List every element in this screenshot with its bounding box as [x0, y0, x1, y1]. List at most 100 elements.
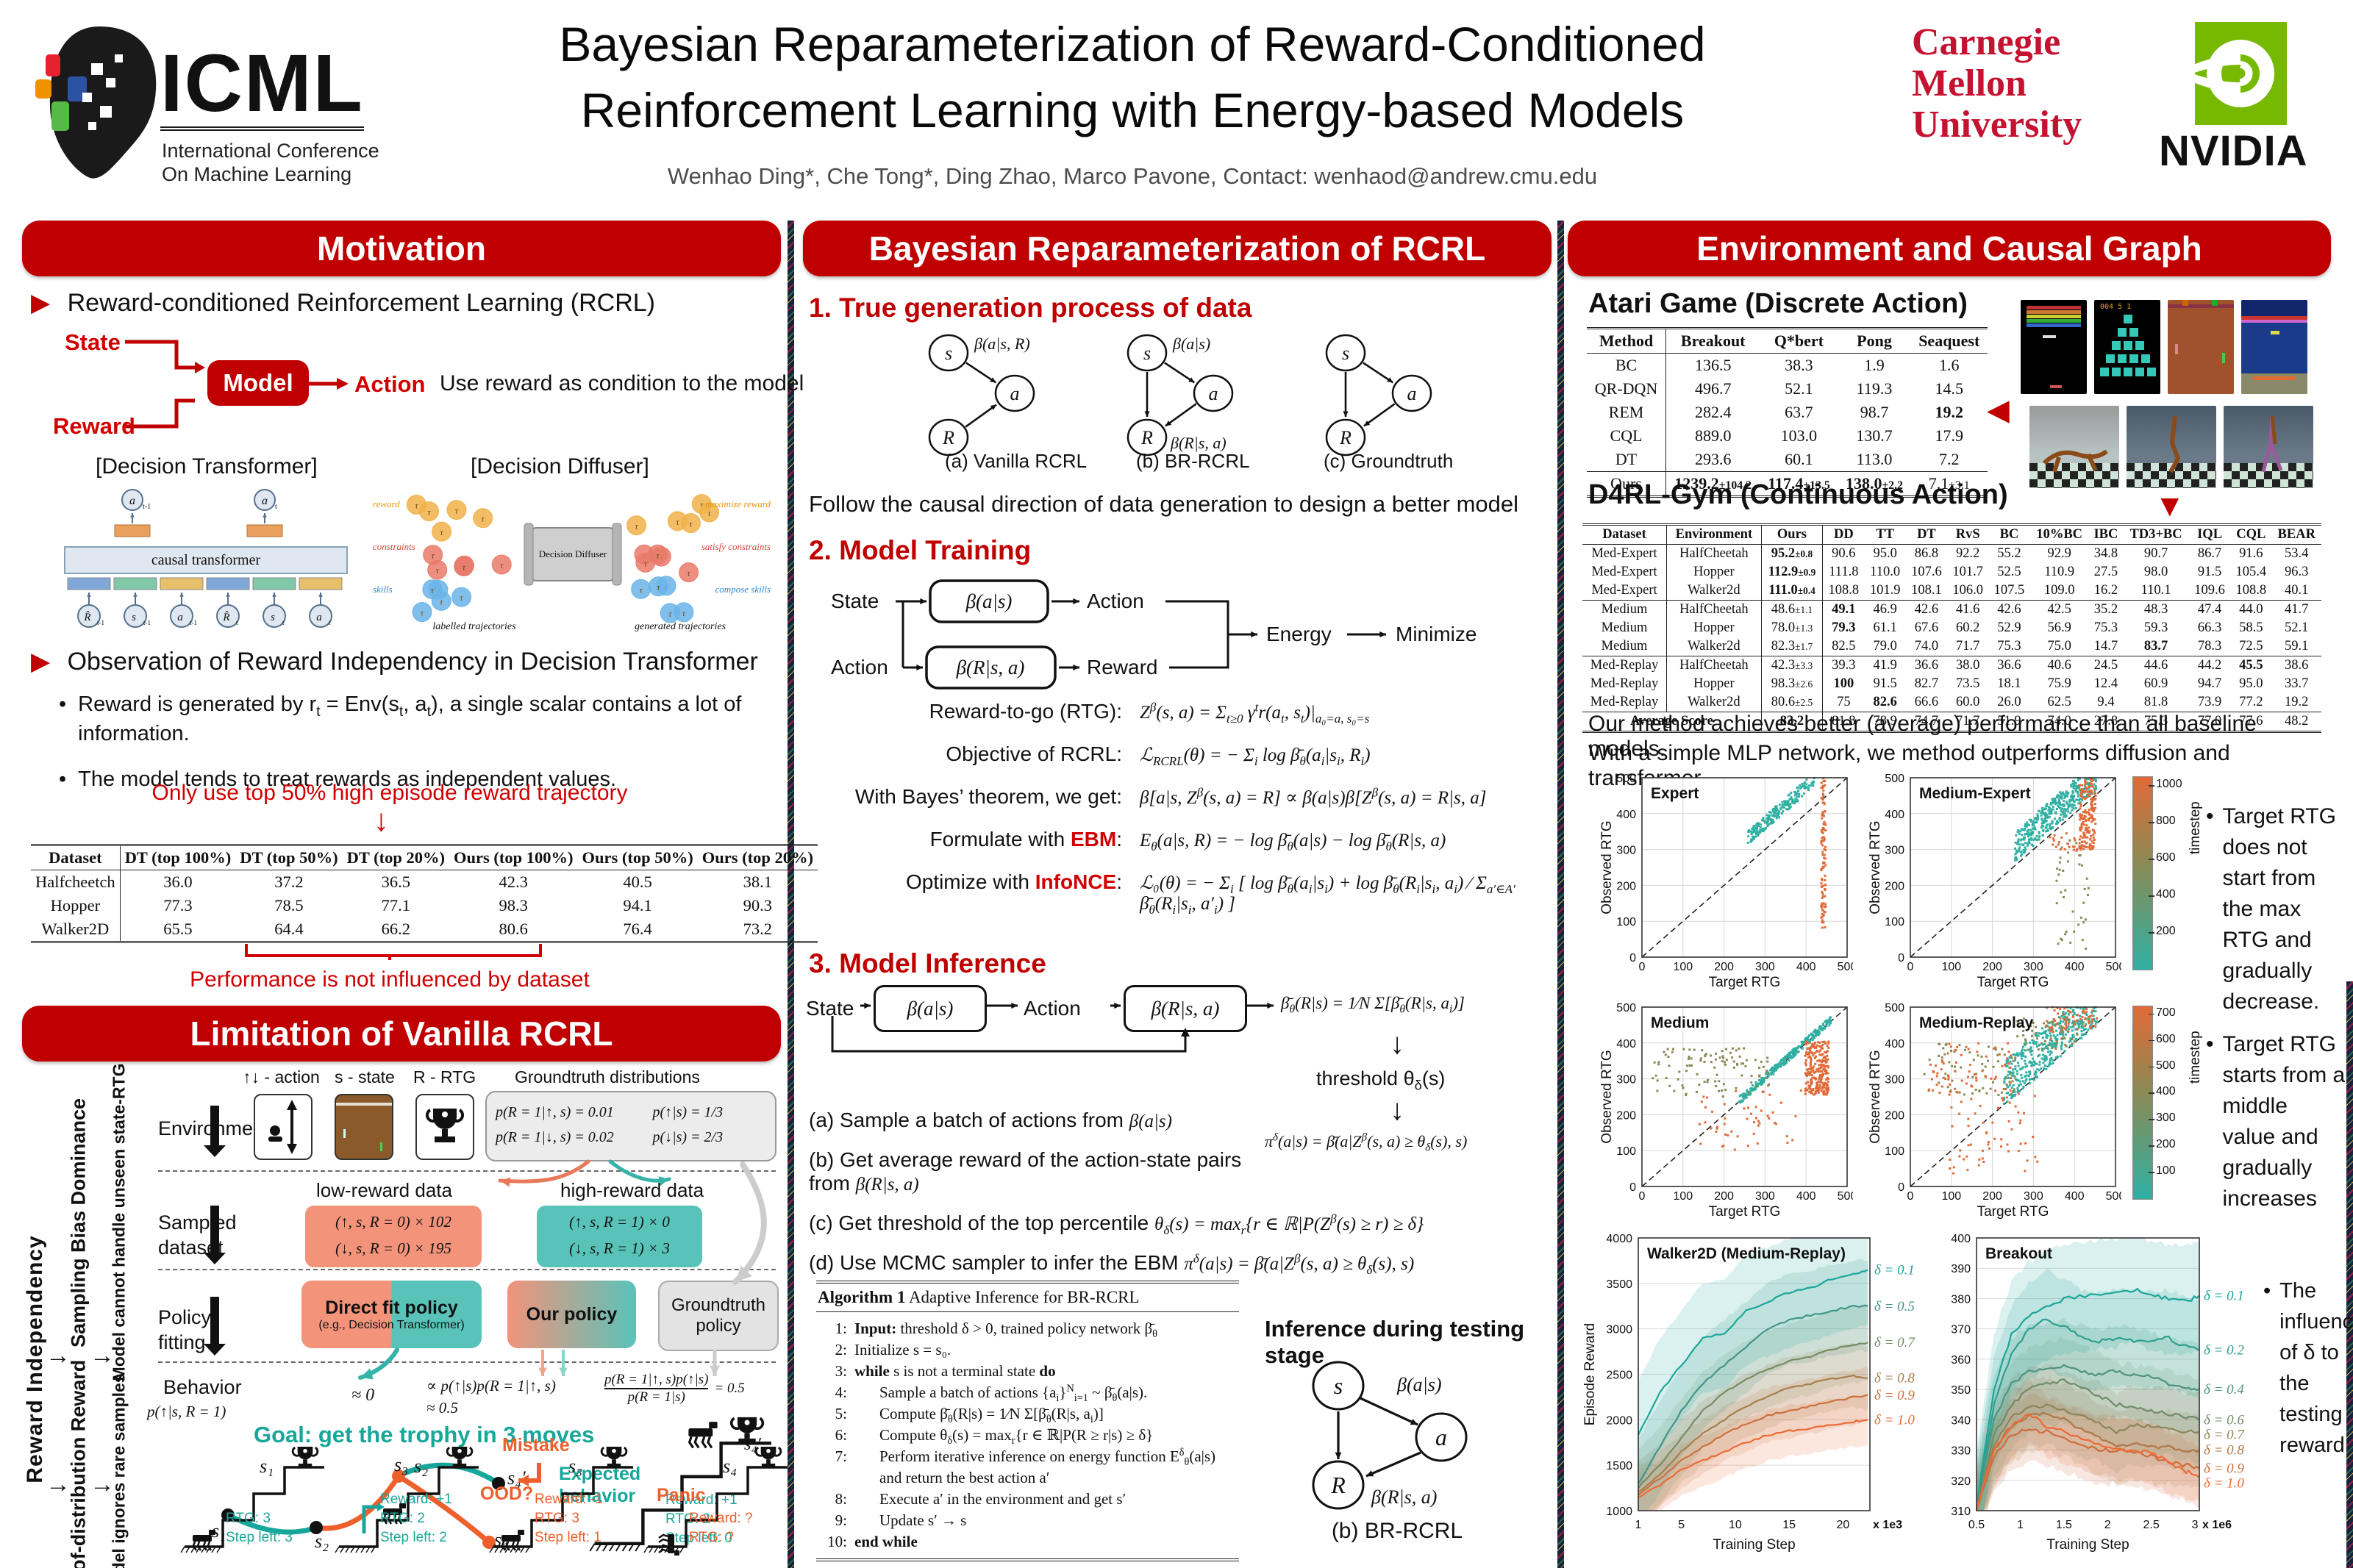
- table-cell: 101.9: [1869, 583, 1901, 598]
- svg-text:1: 1: [2017, 1519, 2024, 1531]
- table-cell: 60.9: [2143, 676, 2168, 691]
- svg-text:δ = 0.8: δ = 0.8: [2204, 1443, 2244, 1458]
- table-cell: 91.6: [2239, 546, 2263, 561]
- svg-text:Target RTG: Target RTG: [1709, 1204, 1781, 1220]
- svg-text:t: t: [329, 619, 331, 626]
- traj-s4p: s₄′: [507, 1467, 526, 1489]
- down-arrow-icon: ↓: [1390, 1028, 1404, 1060]
- rcrl-action-label: Action: [354, 371, 426, 397]
- svg-text:τ: τ: [668, 609, 672, 619]
- dashed-separator: [158, 1361, 776, 1363]
- svg-text:t: t: [275, 503, 277, 511]
- table-cell: Walker2d: [1666, 581, 1762, 601]
- svg-text:s: s: [945, 343, 952, 364]
- table-cell: Walker2D: [31, 917, 121, 943]
- table-cell: Walker2d: [1666, 693, 1762, 712]
- table-cell: 95.0: [1873, 546, 1897, 561]
- dashed-separator: [158, 1170, 776, 1172]
- dt-label: [Decision Transformer]: [96, 454, 318, 479]
- svg-text:Action: Action: [831, 656, 888, 679]
- table-cell: 67.6: [1914, 620, 1939, 635]
- down-arrow-icon: ↓: [1390, 1094, 1404, 1126]
- colorbar-tick: 400: [2156, 1085, 2176, 1098]
- svg-text:300: 300: [2024, 961, 2043, 973]
- hopper-thumbnail: [2127, 406, 2216, 488]
- svg-text:R: R: [1140, 427, 1153, 448]
- table-cell: 41.7: [2271, 600, 2321, 619]
- svg-text:0: 0: [1639, 961, 1646, 973]
- table-cell: 75.3: [1997, 639, 2021, 654]
- table-cell: 86.7: [2197, 546, 2222, 561]
- svg-text:a: a: [177, 612, 183, 623]
- table-cell: Average Score: [1582, 712, 1762, 733]
- table-cell: 63.7: [1785, 403, 1813, 421]
- stair-stats: RTG: 3 Step left: 3: [226, 1511, 293, 1545]
- behavior-f0: p(↑|s, R = 1): [147, 1403, 226, 1420]
- poster-title-line2: Reinforcement Learning with Energy-based…: [580, 83, 1685, 137]
- table-cell: 98.0: [2143, 565, 2168, 579]
- table-cell: 130.7: [1856, 426, 1893, 445]
- table-cell: 66.2: [342, 917, 449, 943]
- algorithm-title: Adaptive Inference for BR-RCRL: [905, 1288, 1140, 1306]
- table-cell: DT: [1905, 523, 1948, 545]
- table-cell: 75.9: [2047, 676, 2071, 691]
- table-cell: 44.6: [2123, 656, 2189, 675]
- table-cell: 107.5: [1993, 583, 2025, 598]
- s3-title: 3. Model Inference: [809, 948, 1046, 978]
- colorbar-tick: 600: [2156, 1032, 2176, 1045]
- svg-text:350: 350: [1951, 1384, 1971, 1397]
- stair-svg: [335, 1446, 479, 1553]
- low-reward-label: low-reward data: [316, 1179, 452, 1201]
- svg-text:a: a: [1010, 383, 1020, 404]
- formula-row: Optimize with InfoNCE: ℒ₀(θ) = − Σi [ log…: [905, 870, 1515, 917]
- svg-text:Medium-Expert: Medium-Expert: [1919, 785, 2031, 802]
- svg-text:τ: τ: [657, 550, 660, 560]
- trophy-icon: [425, 1109, 465, 1142]
- table-cell: 78.9: [1864, 712, 1906, 733]
- svg-text:R: R: [1330, 1472, 1346, 1498]
- svg-text:100: 100: [1885, 1145, 1904, 1158]
- table-cell: 38.3: [1785, 356, 1813, 374]
- table-cell: 293.6: [1694, 450, 1732, 468]
- timestep-colorbar: 100 200 300 400 500 600 700 timestep: [2132, 1006, 2203, 1200]
- table-row: Halfcheetch 36.0 37.2 36.5 42.3 40.5 38.1: [31, 870, 818, 894]
- svg-text:Action: Action: [1087, 590, 1144, 612]
- inference-step: (d) Use MCMC sampler to infer the EBM πδ…: [809, 1251, 1415, 1277]
- svg-text:0: 0: [1898, 952, 1904, 964]
- formula-row: Formulate with EBM: Eθ(a|s, R) = − log β̄…: [929, 828, 1446, 853]
- table-cell: 46.9: [1864, 600, 1906, 619]
- column-divider: [788, 221, 794, 1568]
- svg-text:β(a|s): β(a|s): [1396, 1374, 1442, 1395]
- table-cell: 45.5: [2230, 656, 2272, 675]
- svg-text:τ: τ: [707, 508, 711, 518]
- table-cell: 78.0±1.3: [1761, 619, 1824, 637]
- svg-text:2.5: 2.5: [2143, 1519, 2160, 1531]
- arrow-right-icon: →: [46, 1342, 71, 1370]
- table-cell: 889.0: [1694, 426, 1732, 445]
- training-flow: State Action β(a|s) β(R|s, a) Action Reward En…: [831, 579, 1477, 690]
- svg-text:τ: τ: [700, 500, 704, 510]
- table-row: Med-Replay Walker2d 80.6±2.5 75 82.6 66.6 60.0…: [1582, 693, 2321, 712]
- table-cell: 90.6: [1832, 546, 1856, 561]
- svg-text:δ = 0.1: δ = 0.1: [1874, 1262, 1915, 1278]
- table-footer-row: Ours 1239.2±104.2 117.4±13.5 138.0±2.2 7.1±3…: [1587, 471, 1988, 498]
- colorbar-tickmark: [2149, 1092, 2154, 1094]
- svg-text:s: s: [271, 612, 275, 623]
- table-cell: 48.3: [2123, 600, 2189, 619]
- table-cell: 74.0: [2029, 712, 2089, 733]
- high-reward-box: (↑, s, R = 1) × 0 (↓, s, R = 1) × 3: [537, 1206, 702, 1267]
- table-cell: 78.3: [2197, 639, 2222, 654]
- colorbar-tick: 500: [2156, 1059, 2176, 1072]
- table-cell: Breakout: [1665, 327, 1760, 354]
- svg-text:Medium-Replay: Medium-Replay: [1919, 1014, 2034, 1031]
- table-cell: IQL: [2188, 523, 2231, 545]
- svg-text:β(R|s, a): β(R|s, a): [1371, 1486, 1437, 1508]
- table-cell: TD3+BC: [2123, 523, 2189, 545]
- table-cell: 52.5: [1997, 565, 2021, 579]
- table-row: Med-Expert Walker2d 111.0±0.4 108.8 101.9 108…: [1582, 581, 2321, 601]
- svg-text:δ = 0.8: δ = 0.8: [1874, 1370, 1915, 1386]
- table-cell: 51.9: [1988, 712, 2030, 733]
- table-cell: CQL: [1587, 424, 1667, 448]
- svg-text:β(a|s): β(a|s): [965, 590, 1013, 612]
- colorbar-tick: 200: [2156, 1138, 2176, 1151]
